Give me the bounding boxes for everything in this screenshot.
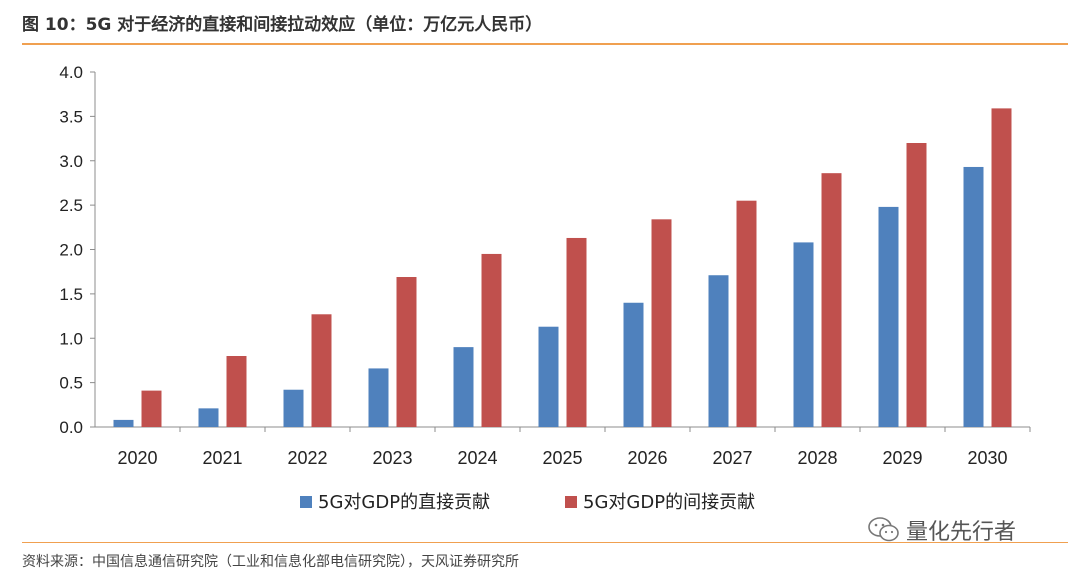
bar-indirect bbox=[481, 253, 502, 427]
bar-indirect bbox=[226, 356, 247, 427]
bar-direct bbox=[708, 275, 729, 427]
y-tick-label: 0.0 bbox=[59, 418, 83, 437]
x-tick-label: 2024 bbox=[457, 448, 497, 468]
legend-direct-swatch bbox=[300, 496, 312, 508]
y-tick-label: 0.5 bbox=[59, 374, 83, 393]
y-tick-label: 3.0 bbox=[59, 152, 83, 171]
y-tick-label: 3.5 bbox=[59, 107, 83, 126]
bar-direct bbox=[793, 242, 814, 427]
x-tick-label: 2029 bbox=[882, 448, 922, 468]
bar-direct bbox=[113, 419, 134, 427]
x-tick-label: 2026 bbox=[627, 448, 667, 468]
x-tick-label: 2030 bbox=[967, 448, 1007, 468]
title-divider bbox=[22, 43, 1068, 45]
bar-direct bbox=[198, 408, 219, 427]
bar-direct bbox=[368, 368, 389, 427]
legend-indirect-swatch bbox=[565, 496, 577, 508]
source-note: 资料来源：中国信息通信研究院（工业和信息化部电信研究院），天风证券研究所 bbox=[22, 554, 519, 570]
x-tick-label: 2022 bbox=[287, 448, 327, 468]
watermark: 量化先行者 bbox=[868, 514, 1016, 546]
x-tick-label: 2023 bbox=[372, 448, 412, 468]
x-tick-label: 2021 bbox=[202, 448, 242, 468]
bar-indirect bbox=[991, 108, 1012, 427]
y-tick-label: 1.0 bbox=[59, 329, 83, 348]
y-tick-label: 4.0 bbox=[59, 63, 83, 82]
bar-indirect bbox=[821, 173, 842, 427]
bar-direct bbox=[453, 347, 474, 427]
chart-title: 图 10：5G 对于经济的直接和间接拉动效应（单位：万亿元人民币） bbox=[22, 15, 543, 35]
x-tick-label: 2028 bbox=[797, 448, 837, 468]
x-tick-label: 2027 bbox=[712, 448, 752, 468]
y-tick-label: 1.5 bbox=[59, 285, 83, 304]
bar-indirect bbox=[566, 237, 587, 427]
bar-direct bbox=[623, 302, 644, 427]
bar-direct bbox=[963, 166, 984, 427]
bar-indirect bbox=[906, 143, 927, 427]
bar-chart: 0.0 0.5 1.0 1.5 2.0 2.5 3.0 3.5 4.0 2020 2021 2022 2… bbox=[59, 63, 1031, 513]
bar-indirect bbox=[736, 200, 757, 427]
bar-indirect bbox=[396, 277, 417, 427]
bar-indirect bbox=[651, 219, 672, 427]
y-tick-label: 2.5 bbox=[59, 196, 83, 215]
y-tick-label: 2.0 bbox=[59, 241, 83, 260]
footer-divider bbox=[22, 542, 1068, 543]
wechat-icon bbox=[868, 517, 899, 542]
bar-direct bbox=[878, 206, 899, 427]
x-tick-label: 2020 bbox=[117, 448, 157, 468]
bar-direct bbox=[538, 326, 559, 427]
legend-direct-label: 5G对GDP的直接贡献 bbox=[318, 492, 490, 513]
x-tick-label: 2025 bbox=[542, 448, 582, 468]
bar-indirect bbox=[141, 390, 162, 427]
bar-direct bbox=[283, 389, 304, 427]
legend-indirect-label: 5G对GDP的间接贡献 bbox=[583, 492, 755, 513]
watermark-text: 量化先行者 bbox=[906, 520, 1017, 545]
bar-indirect bbox=[311, 314, 332, 427]
